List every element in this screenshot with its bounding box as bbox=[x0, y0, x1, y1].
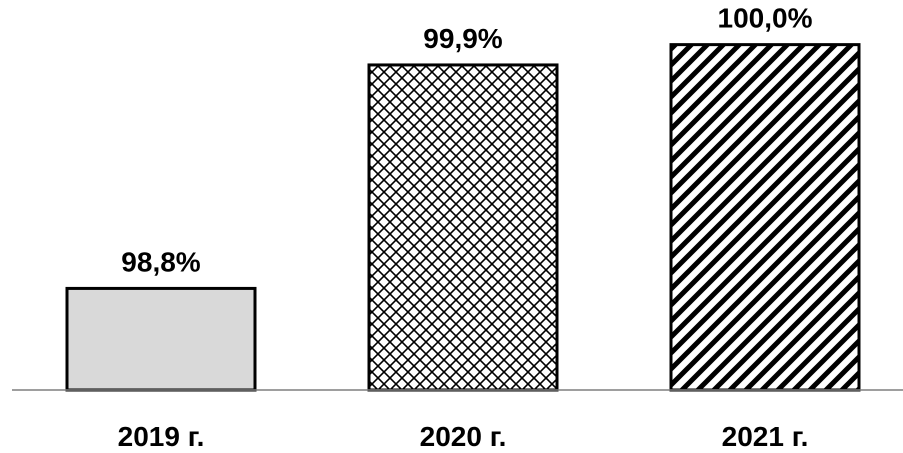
bar-1 bbox=[367, 63, 559, 392]
category-label-0: 2019 г. bbox=[118, 421, 205, 452]
labels-group: 98,8% 2019 г. 99,9% 2020 г. 100,0% 2021 г. bbox=[118, 3, 813, 452]
category-label-1: 2020 г. bbox=[420, 421, 507, 452]
bar-0 bbox=[65, 286, 257, 392]
category-label-2: 2021 г. bbox=[722, 421, 809, 452]
data-label-2: 100,0% bbox=[718, 3, 813, 34]
bars-group bbox=[65, 43, 861, 392]
data-label-0: 98,8% bbox=[121, 246, 200, 277]
data-label-1: 99,9% bbox=[423, 23, 502, 54]
bar-2 bbox=[669, 43, 861, 392]
